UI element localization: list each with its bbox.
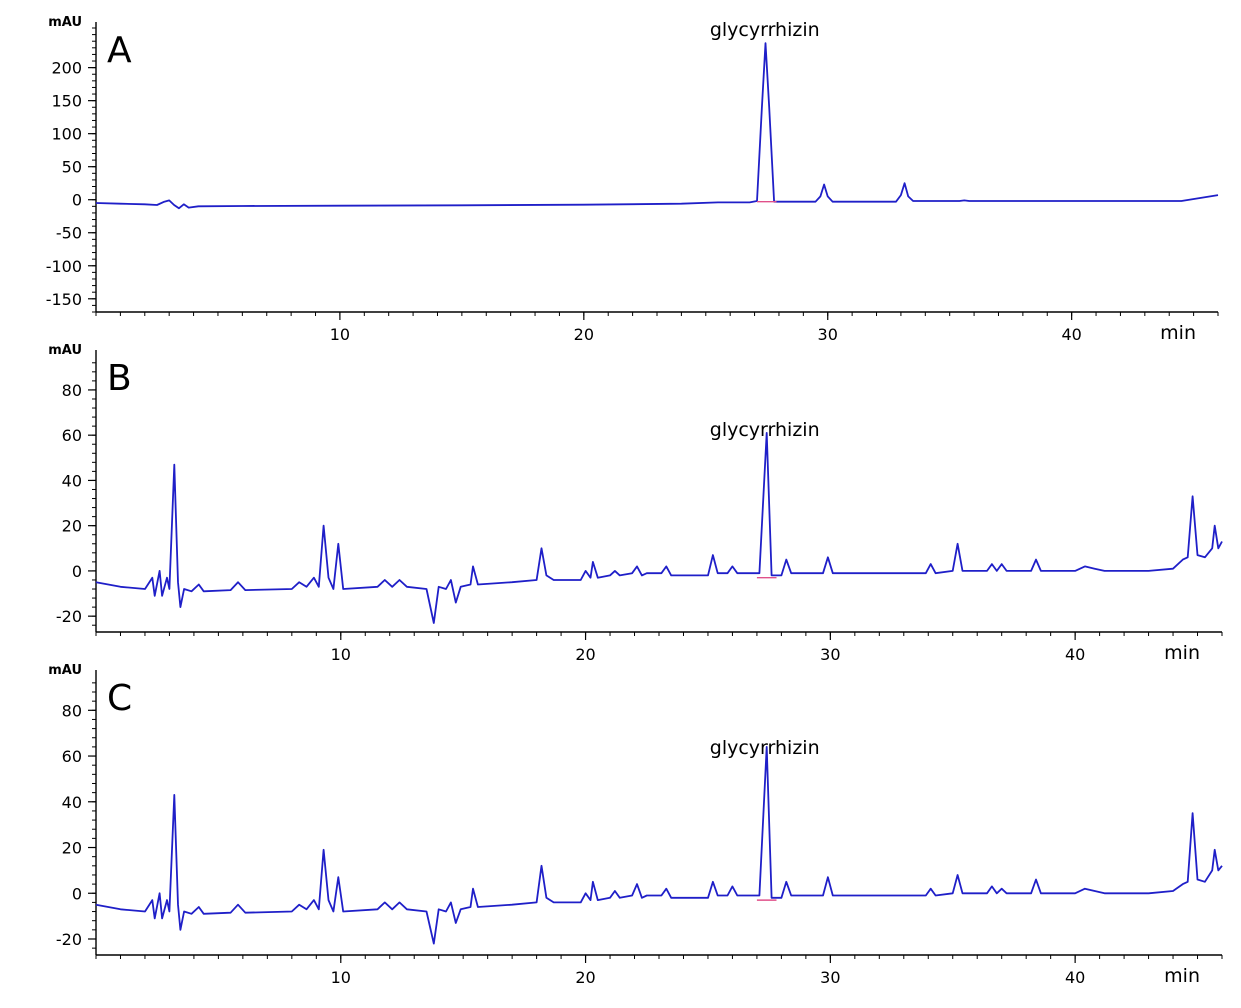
panel-label: C <box>107 678 132 719</box>
panel-label: A <box>107 30 132 71</box>
peak-annotation: glycyrrhizin <box>710 19 820 41</box>
y-tick-label: -20 <box>56 607 82 626</box>
x-tick-label: 30 <box>820 645 840 664</box>
y-tick-label: 20 <box>62 839 82 858</box>
chromatogram-trace <box>95 432 1223 624</box>
chromatogram-trace <box>95 42 1219 210</box>
x-tick-label: 20 <box>575 968 595 987</box>
y-tick-label: 200 <box>51 59 82 78</box>
y-tick-label: 0 <box>72 562 82 581</box>
panel-label: B <box>107 358 132 399</box>
y-tick-label: 80 <box>62 701 82 720</box>
peak-annotation: glycyrrhizin <box>710 737 820 759</box>
x-tick-label: 20 <box>575 645 595 664</box>
x-tick-label: 10 <box>331 645 351 664</box>
x-axis-label: min <box>1164 965 1200 987</box>
peak-annotation: glycyrrhizin <box>710 419 820 441</box>
y-tick-label: 50 <box>62 158 82 177</box>
chromatogram-trace <box>95 746 1223 945</box>
x-tick-label: 30 <box>820 968 840 987</box>
x-tick-label: 30 <box>818 325 838 344</box>
y-tick-label: 0 <box>72 191 82 210</box>
y-axis-label: mAU <box>48 15 82 30</box>
x-axis-label: min <box>1160 322 1196 344</box>
x-tick-label: 40 <box>1065 645 1085 664</box>
y-tick-label: -100 <box>46 257 82 276</box>
x-tick-label: 10 <box>330 325 350 344</box>
y-tick-label: 40 <box>62 471 82 490</box>
y-tick-label: 80 <box>62 381 82 400</box>
x-tick-label: 20 <box>574 325 594 344</box>
x-tick-label: 40 <box>1065 968 1085 987</box>
x-tick-label: 40 <box>1061 325 1081 344</box>
y-tick-label: 100 <box>51 125 82 144</box>
y-tick-label: 20 <box>62 517 82 536</box>
y-axis-label: mAU <box>48 663 82 678</box>
y-tick-label: 150 <box>51 92 82 111</box>
y-tick-label: -50 <box>56 224 82 243</box>
y-tick-label: 40 <box>62 793 82 812</box>
y-tick-label: -150 <box>46 290 82 309</box>
y-tick-label: -20 <box>56 930 82 949</box>
y-tick-label: 0 <box>72 884 82 903</box>
x-axis-label: min <box>1164 642 1200 664</box>
y-tick-label: 60 <box>62 426 82 445</box>
y-tick-label: 60 <box>62 747 82 766</box>
x-tick-label: 10 <box>331 968 351 987</box>
y-axis-label: mAU <box>48 343 82 358</box>
panel-a: -150 -100 -50 0 50 100 150 200 mAU 10 20 30 40 min A gl… <box>46 15 1219 344</box>
